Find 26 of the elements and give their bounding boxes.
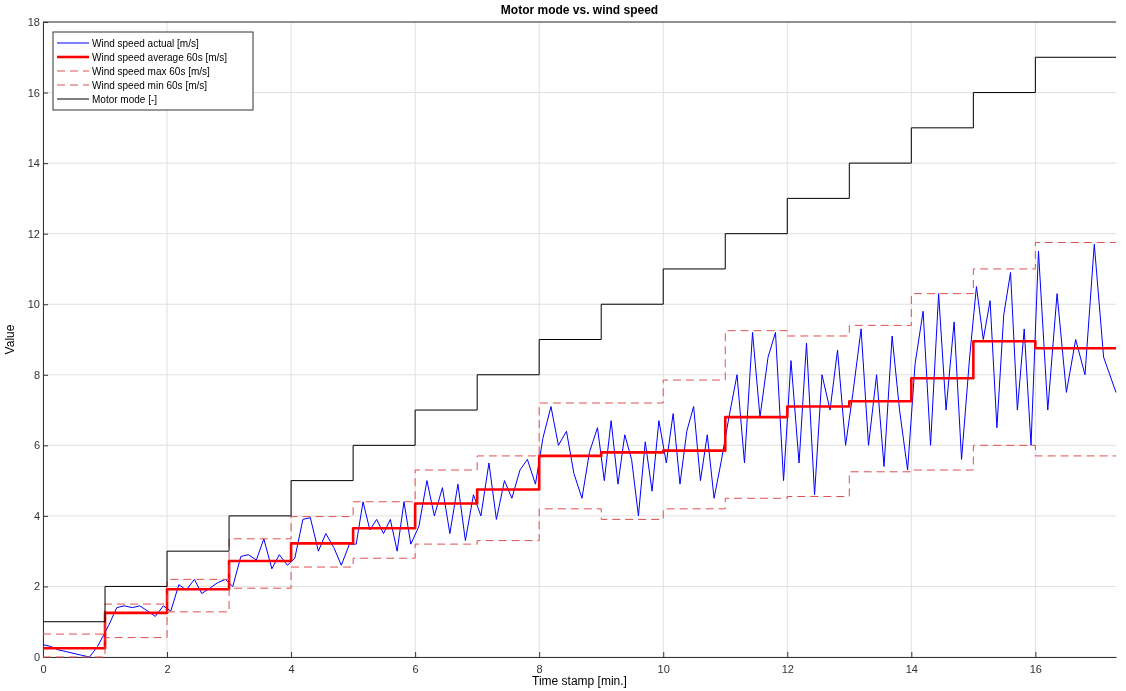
y-tick-label: 2: [33, 580, 40, 593]
legend-label: Wind speed average 60s [m/s]: [92, 52, 228, 63]
y-tick-label: 12: [27, 227, 40, 240]
x-tick-label: 6: [412, 663, 419, 676]
y-tick-label: 16: [27, 86, 40, 99]
legend-label: Motor mode [-]: [92, 94, 158, 105]
x-tick-label: 16: [1029, 663, 1042, 676]
x-tick-label: 8: [536, 663, 543, 676]
y-tick-label: 6: [33, 439, 40, 452]
y-tick-label: 0: [33, 651, 40, 664]
y-tick-label: 8: [33, 368, 40, 381]
legend-label: Wind speed min 60s [m/s]: [92, 80, 208, 91]
y-tick-label: 18: [27, 16, 40, 29]
x-tick-label: 10: [657, 663, 670, 676]
legend-label: Wind speed max 60s [m/s]: [92, 66, 211, 77]
chart-title: Motor mode vs. wind speed: [500, 3, 659, 17]
y-tick-label: 4: [33, 509, 40, 522]
y-tick-label: 10: [27, 298, 40, 311]
x-tick-label: 4: [288, 663, 295, 676]
x-tick-label: 12: [781, 663, 794, 676]
x-tick-label: 14: [905, 663, 918, 676]
x-tick-label: 2: [164, 663, 171, 676]
y-axis-title: Value: [3, 324, 17, 355]
legend-label: Wind speed actual [m/s]: [92, 38, 199, 49]
y-tick-label: 14: [27, 157, 40, 170]
x-axis-title: Time stamp [min.]: [532, 674, 627, 688]
